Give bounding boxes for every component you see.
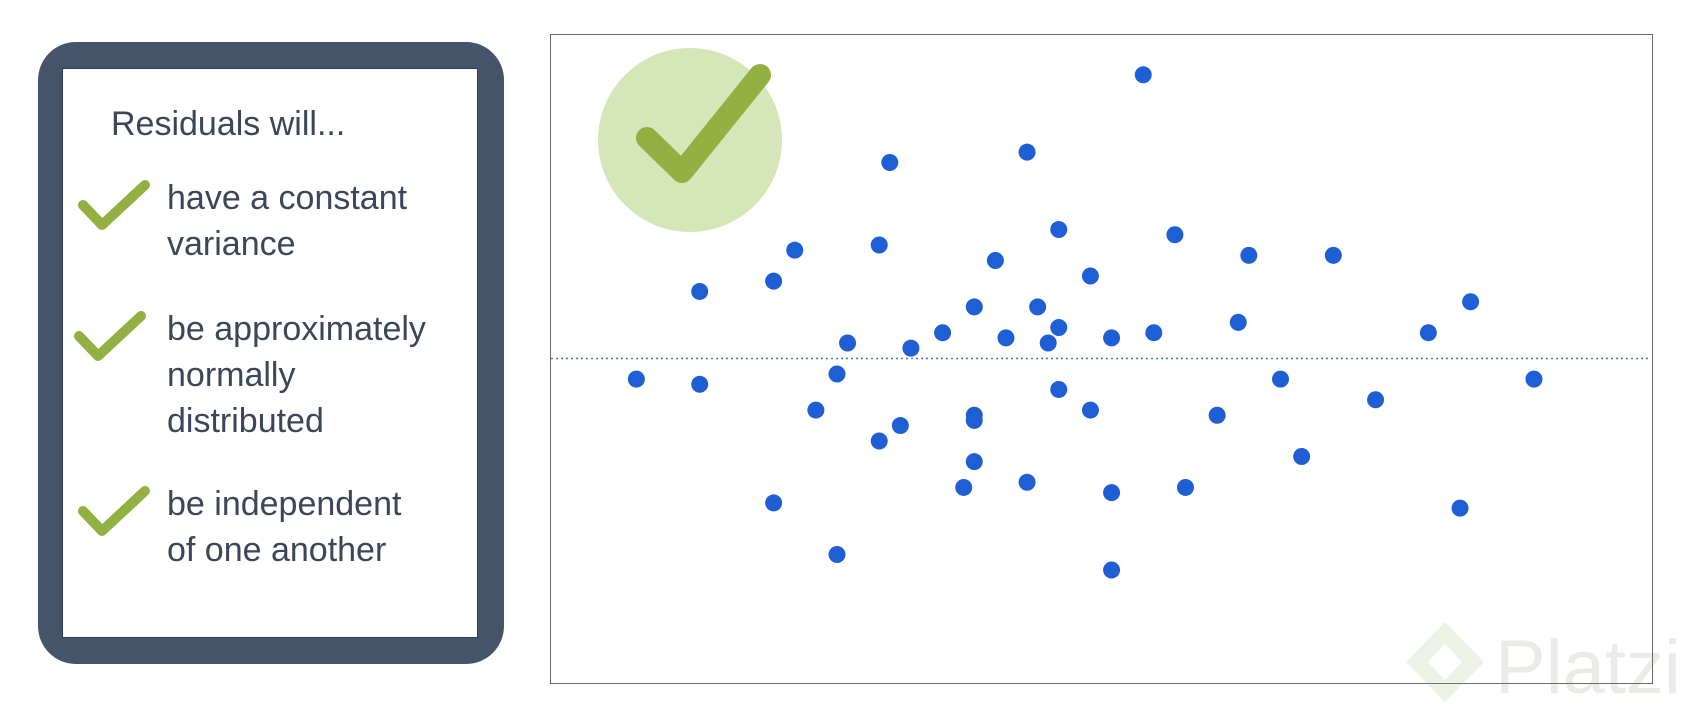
residual-point xyxy=(1229,313,1247,331)
assumption-line: distributed xyxy=(167,402,324,440)
residual-point xyxy=(965,453,983,471)
residual-point xyxy=(902,339,920,357)
residual-point xyxy=(1029,298,1047,316)
residual-point xyxy=(1176,478,1194,496)
check-icon xyxy=(78,180,150,230)
residual-point xyxy=(786,241,804,259)
residual-point xyxy=(986,251,1004,269)
residual-point xyxy=(934,324,952,342)
residual-point xyxy=(1103,484,1121,502)
check-badge-icon xyxy=(636,64,771,183)
residual-point xyxy=(1145,324,1163,342)
residual-point xyxy=(839,334,857,352)
assumption-line: normally xyxy=(167,356,296,394)
platzi-logo-icon xyxy=(1406,622,1484,702)
residual-point xyxy=(807,401,825,419)
residual-point xyxy=(1081,267,1099,285)
residual-point xyxy=(1134,66,1152,84)
assumption-line: of one another xyxy=(167,531,387,569)
residual-point xyxy=(1525,370,1543,388)
platzi-watermark: Platzi xyxy=(1400,612,1696,716)
assumption-text: be independent of one another xyxy=(167,481,467,573)
residual-point xyxy=(870,432,888,450)
residual-point xyxy=(1462,293,1480,311)
residual-point xyxy=(1293,448,1311,466)
residual-point xyxy=(1018,473,1036,491)
assumption-line: variance xyxy=(167,225,296,263)
residual-point xyxy=(881,153,899,171)
residual-point xyxy=(891,417,909,435)
watermark-text: Platzi xyxy=(1495,625,1681,710)
assumption-line: be approximately xyxy=(167,310,426,348)
residual-point xyxy=(1240,246,1258,264)
residual-point xyxy=(870,236,888,254)
residual-point xyxy=(1103,329,1121,347)
residual-point xyxy=(765,494,783,512)
residual-point xyxy=(955,478,973,496)
residual-point xyxy=(1208,406,1226,424)
residual-point xyxy=(1081,401,1099,419)
residual-point xyxy=(691,282,709,300)
residual-point xyxy=(997,329,1015,347)
residual-point xyxy=(828,546,846,564)
residual-point xyxy=(1050,319,1068,337)
assumption-line: have a constant xyxy=(167,179,408,217)
residual-point xyxy=(1419,324,1437,342)
card-title: Residuals will... xyxy=(111,105,346,143)
residual-point xyxy=(1039,334,1057,352)
assumption-line: be independent xyxy=(167,485,402,523)
scatter-canvas xyxy=(551,48,1651,579)
residual-point xyxy=(828,365,846,383)
assumption-text: be approximately normally distributed xyxy=(167,306,467,444)
residual-point xyxy=(1018,143,1036,161)
residual-point xyxy=(1324,246,1342,264)
check-icon xyxy=(74,311,146,361)
residual-scatter-plot xyxy=(550,34,1653,684)
residual-point xyxy=(1272,370,1290,388)
residual-point xyxy=(691,375,709,393)
assumptions-card: Residuals will... have a constant varian… xyxy=(38,42,504,664)
residual-point xyxy=(1050,221,1068,239)
residual-point xyxy=(1451,499,1469,517)
residual-point xyxy=(765,272,783,290)
residual-point xyxy=(1166,226,1184,244)
residual-point xyxy=(965,298,983,316)
check-icon xyxy=(78,486,150,536)
residual-point xyxy=(1050,380,1068,398)
residual-point xyxy=(1367,391,1385,409)
assumptions-card-body: Residuals will... have a constant varian… xyxy=(62,68,478,638)
residual-point xyxy=(627,370,645,388)
residual-point xyxy=(965,406,983,424)
residual-point xyxy=(1103,561,1121,579)
assumption-text: have a constant variance xyxy=(167,175,467,267)
